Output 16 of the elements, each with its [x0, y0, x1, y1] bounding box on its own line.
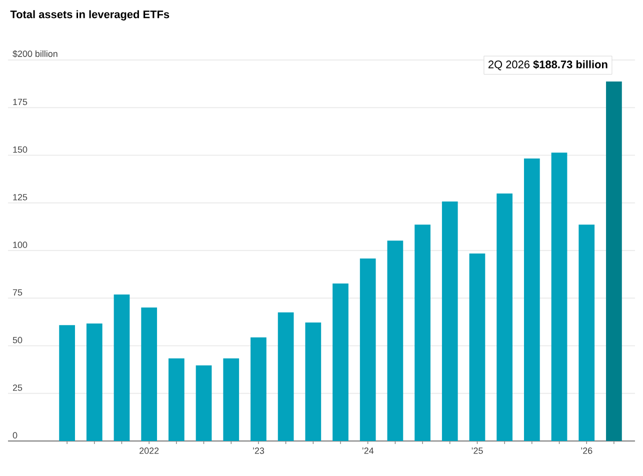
chart-title: Total assets in leveraged ETFs: [10, 10, 170, 20]
y-tick-label: 25: [12, 384, 22, 391]
x-tick-label: ’25: [472, 448, 483, 454]
y-tick-label: 150: [13, 146, 28, 153]
annotation: 2Q 2026 $188.73 billion: [488, 60, 608, 70]
y-tick-label: 100: [13, 242, 28, 248]
y-tick-label: 125: [13, 194, 28, 200]
y-tick-label: 75: [12, 289, 22, 296]
y-tick-label: 175: [13, 98, 28, 106]
y-tick-label: 0: [12, 432, 18, 438]
x-tick-label: ’23: [253, 448, 264, 454]
y-tick-label: 50: [12, 336, 22, 344]
x-tick-label: ’26: [581, 448, 592, 454]
y-tick-label: $200 billion: [12, 50, 58, 58]
x-tick-label: 2022: [140, 448, 159, 454]
x-tick-label: ’24: [362, 448, 374, 454]
